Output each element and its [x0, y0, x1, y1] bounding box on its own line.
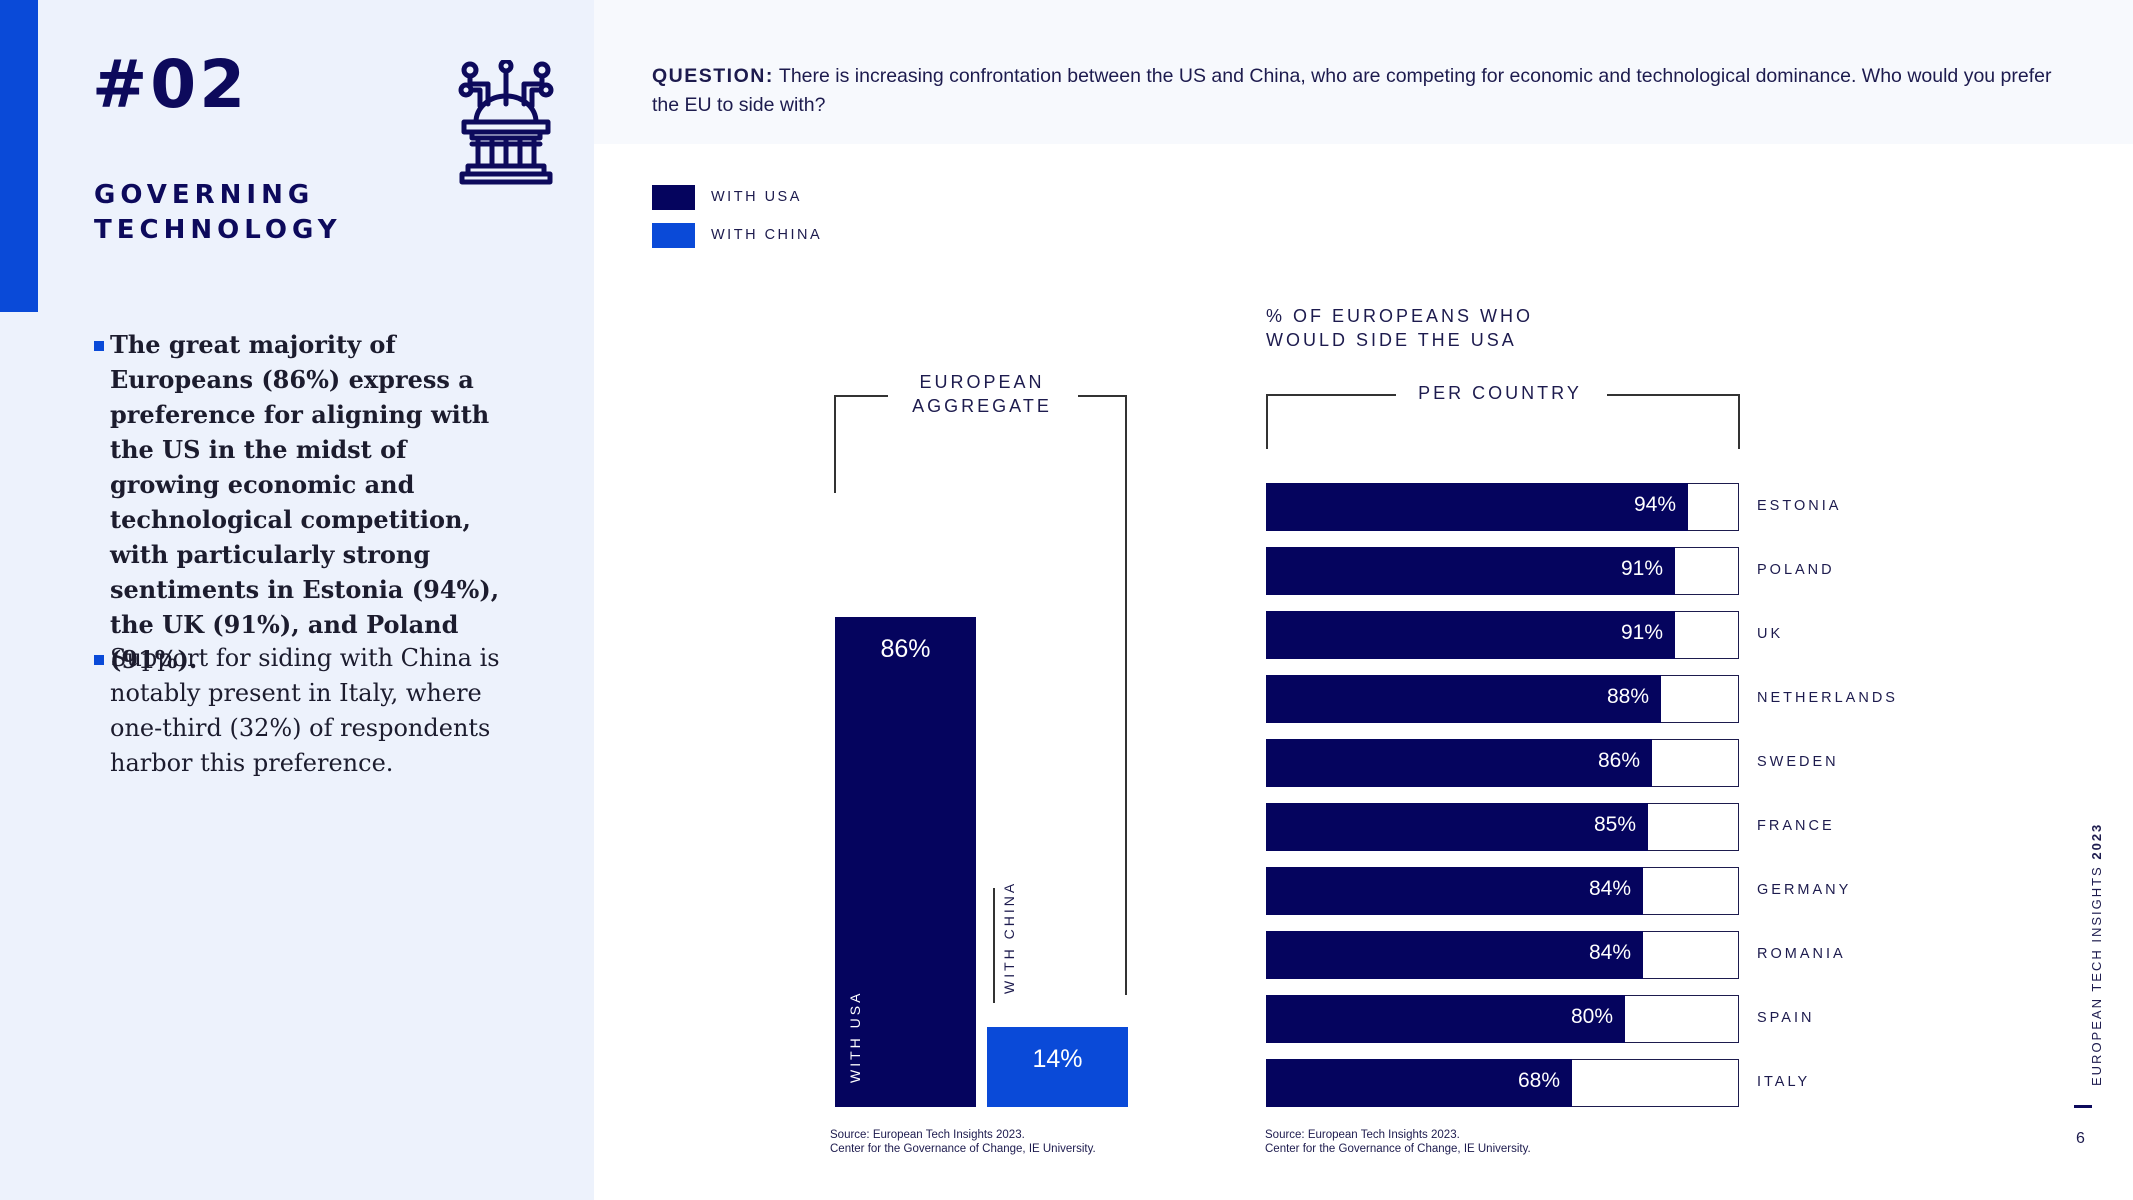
question-text: There is increasing confrontation betwee… — [652, 65, 2052, 116]
source-line-2: Center for the Governance of Change, IE … — [1265, 1143, 1531, 1155]
country-bar-fill — [1266, 611, 1675, 659]
country-bar-row: 91% — [1266, 611, 1739, 659]
country-bar-fill — [1266, 675, 1661, 723]
bracket-line — [1125, 395, 1127, 995]
bracket-line — [834, 395, 836, 493]
country-bar-fill — [1266, 931, 1643, 979]
country-bar-row: 68% — [1266, 1059, 1739, 1107]
aggregate-category-usa: WITH USA — [847, 990, 863, 1083]
country-bar-fill — [1266, 739, 1652, 787]
footer-title: EUROPEAN TECH INSIGHTS — [2089, 865, 2104, 1086]
aggregate-category-china: WITH CHINA — [1001, 880, 1017, 994]
country-bar-fill — [1266, 1059, 1572, 1107]
china-label-line — [993, 888, 995, 1003]
country-label: UK — [1757, 626, 1784, 642]
country-bar-row: 84% — [1266, 867, 1739, 915]
country-bar-value: 91% — [1620, 557, 1663, 580]
country-bar-value: 84% — [1588, 877, 1631, 900]
country-bar-row: 80% — [1266, 995, 1739, 1043]
country-bar-value: 68% — [1517, 1069, 1560, 1092]
left-panel — [0, 0, 594, 1200]
section-number: #02 — [92, 46, 249, 123]
aggregate-bar-usa — [835, 617, 976, 1107]
question-band — [594, 0, 2133, 144]
country-bar-fill — [1266, 995, 1625, 1043]
country-chart-title: % OF EUROPEANS WHO WOULD SIDE THE USA — [1266, 306, 1534, 350]
country-bar-fill — [1266, 483, 1688, 531]
country-bar-fill — [1266, 803, 1648, 851]
bracket-line — [1607, 394, 1739, 396]
country-bar-value: 91% — [1620, 621, 1663, 644]
bracket-line — [1078, 395, 1126, 397]
legend-label-usa: WITH USA — [711, 189, 802, 205]
bullet-marker — [94, 341, 104, 351]
question: QUESTION: There is increasing confrontat… — [652, 62, 2052, 120]
country-label: FRANCE — [1757, 818, 1835, 834]
footer-label: EUROPEAN TECH INSIGHTS 2023 — [2089, 823, 2104, 1086]
accent-bar — [0, 0, 38, 312]
country-bar-row: 91% — [1266, 547, 1739, 595]
page-number: 6 — [2076, 1130, 2085, 1147]
bracket-line — [834, 395, 888, 397]
country-bar-fill — [1266, 867, 1643, 915]
source-note-aggregate: Source: European Tech Insights 2023. Cent… — [830, 1128, 1096, 1156]
country-bar-row: 84% — [1266, 931, 1739, 979]
country-bar-value: 88% — [1606, 685, 1649, 708]
source-line-1: Source: European Tech Insights 2023. — [1265, 1129, 1460, 1141]
source-line-2: Center for the Governance of Change, IE … — [830, 1143, 1096, 1155]
bracket-line — [1738, 394, 1740, 449]
bullet-text-1: The great majority of Europeans (86%) ex… — [110, 330, 500, 674]
country-label: ITALY — [1757, 1074, 1811, 1090]
aggregate-value-usa: 86% — [880, 635, 931, 663]
bullet-text-2: Support for siding with China is notably… — [110, 644, 500, 777]
bullet-marker — [94, 655, 104, 665]
country-bar-value: 80% — [1570, 1005, 1613, 1028]
aggregate-bar-china — [987, 1027, 1128, 1107]
country-bar-row: 94% — [1266, 483, 1739, 531]
footer-year: 2023 — [2089, 822, 2104, 860]
country-bar-row: 86% — [1266, 739, 1739, 787]
country-label: POLAND — [1757, 562, 1835, 578]
country-bar-value: 86% — [1597, 749, 1640, 772]
bracket-line — [1266, 394, 1396, 396]
country-bar-value: 85% — [1593, 813, 1636, 836]
source-line-1: Source: European Tech Insights 2023. — [830, 1129, 1025, 1141]
aggregate-title: EUROPEAN AGGREGATE — [912, 372, 1052, 416]
country-label: GERMANY — [1757, 882, 1852, 898]
country-bar-row: 88% — [1266, 675, 1739, 723]
country-label: ROMANIA — [1757, 946, 1846, 962]
footer-mark — [2074, 1105, 2092, 1108]
country-chart-subtitle: PER COUNTRY — [1418, 383, 1582, 403]
government-circuit-icon — [458, 60, 554, 185]
legend-swatch-china — [652, 223, 695, 248]
country-bar-value: 84% — [1588, 941, 1631, 964]
country-label: SPAIN — [1757, 1010, 1815, 1026]
country-bar-row: 85% — [1266, 803, 1739, 851]
question-label: QUESTION: — [652, 65, 774, 87]
country-label: ESTONIA — [1757, 498, 1842, 514]
legend-label-china: WITH CHINA — [711, 227, 823, 243]
country-label: NETHERLANDS — [1757, 690, 1898, 706]
bracket-line — [1266, 394, 1268, 449]
section-title: GOVERNING TECHNOLOGY — [94, 180, 342, 245]
country-label: SWEDEN — [1757, 754, 1839, 770]
aggregate-value-china: 14% — [1032, 1045, 1083, 1073]
country-bar-fill — [1266, 547, 1675, 595]
source-note-country: Source: European Tech Insights 2023. Cent… — [1265, 1128, 1531, 1156]
country-bar-value: 94% — [1633, 493, 1676, 516]
legend-swatch-usa — [652, 185, 695, 210]
